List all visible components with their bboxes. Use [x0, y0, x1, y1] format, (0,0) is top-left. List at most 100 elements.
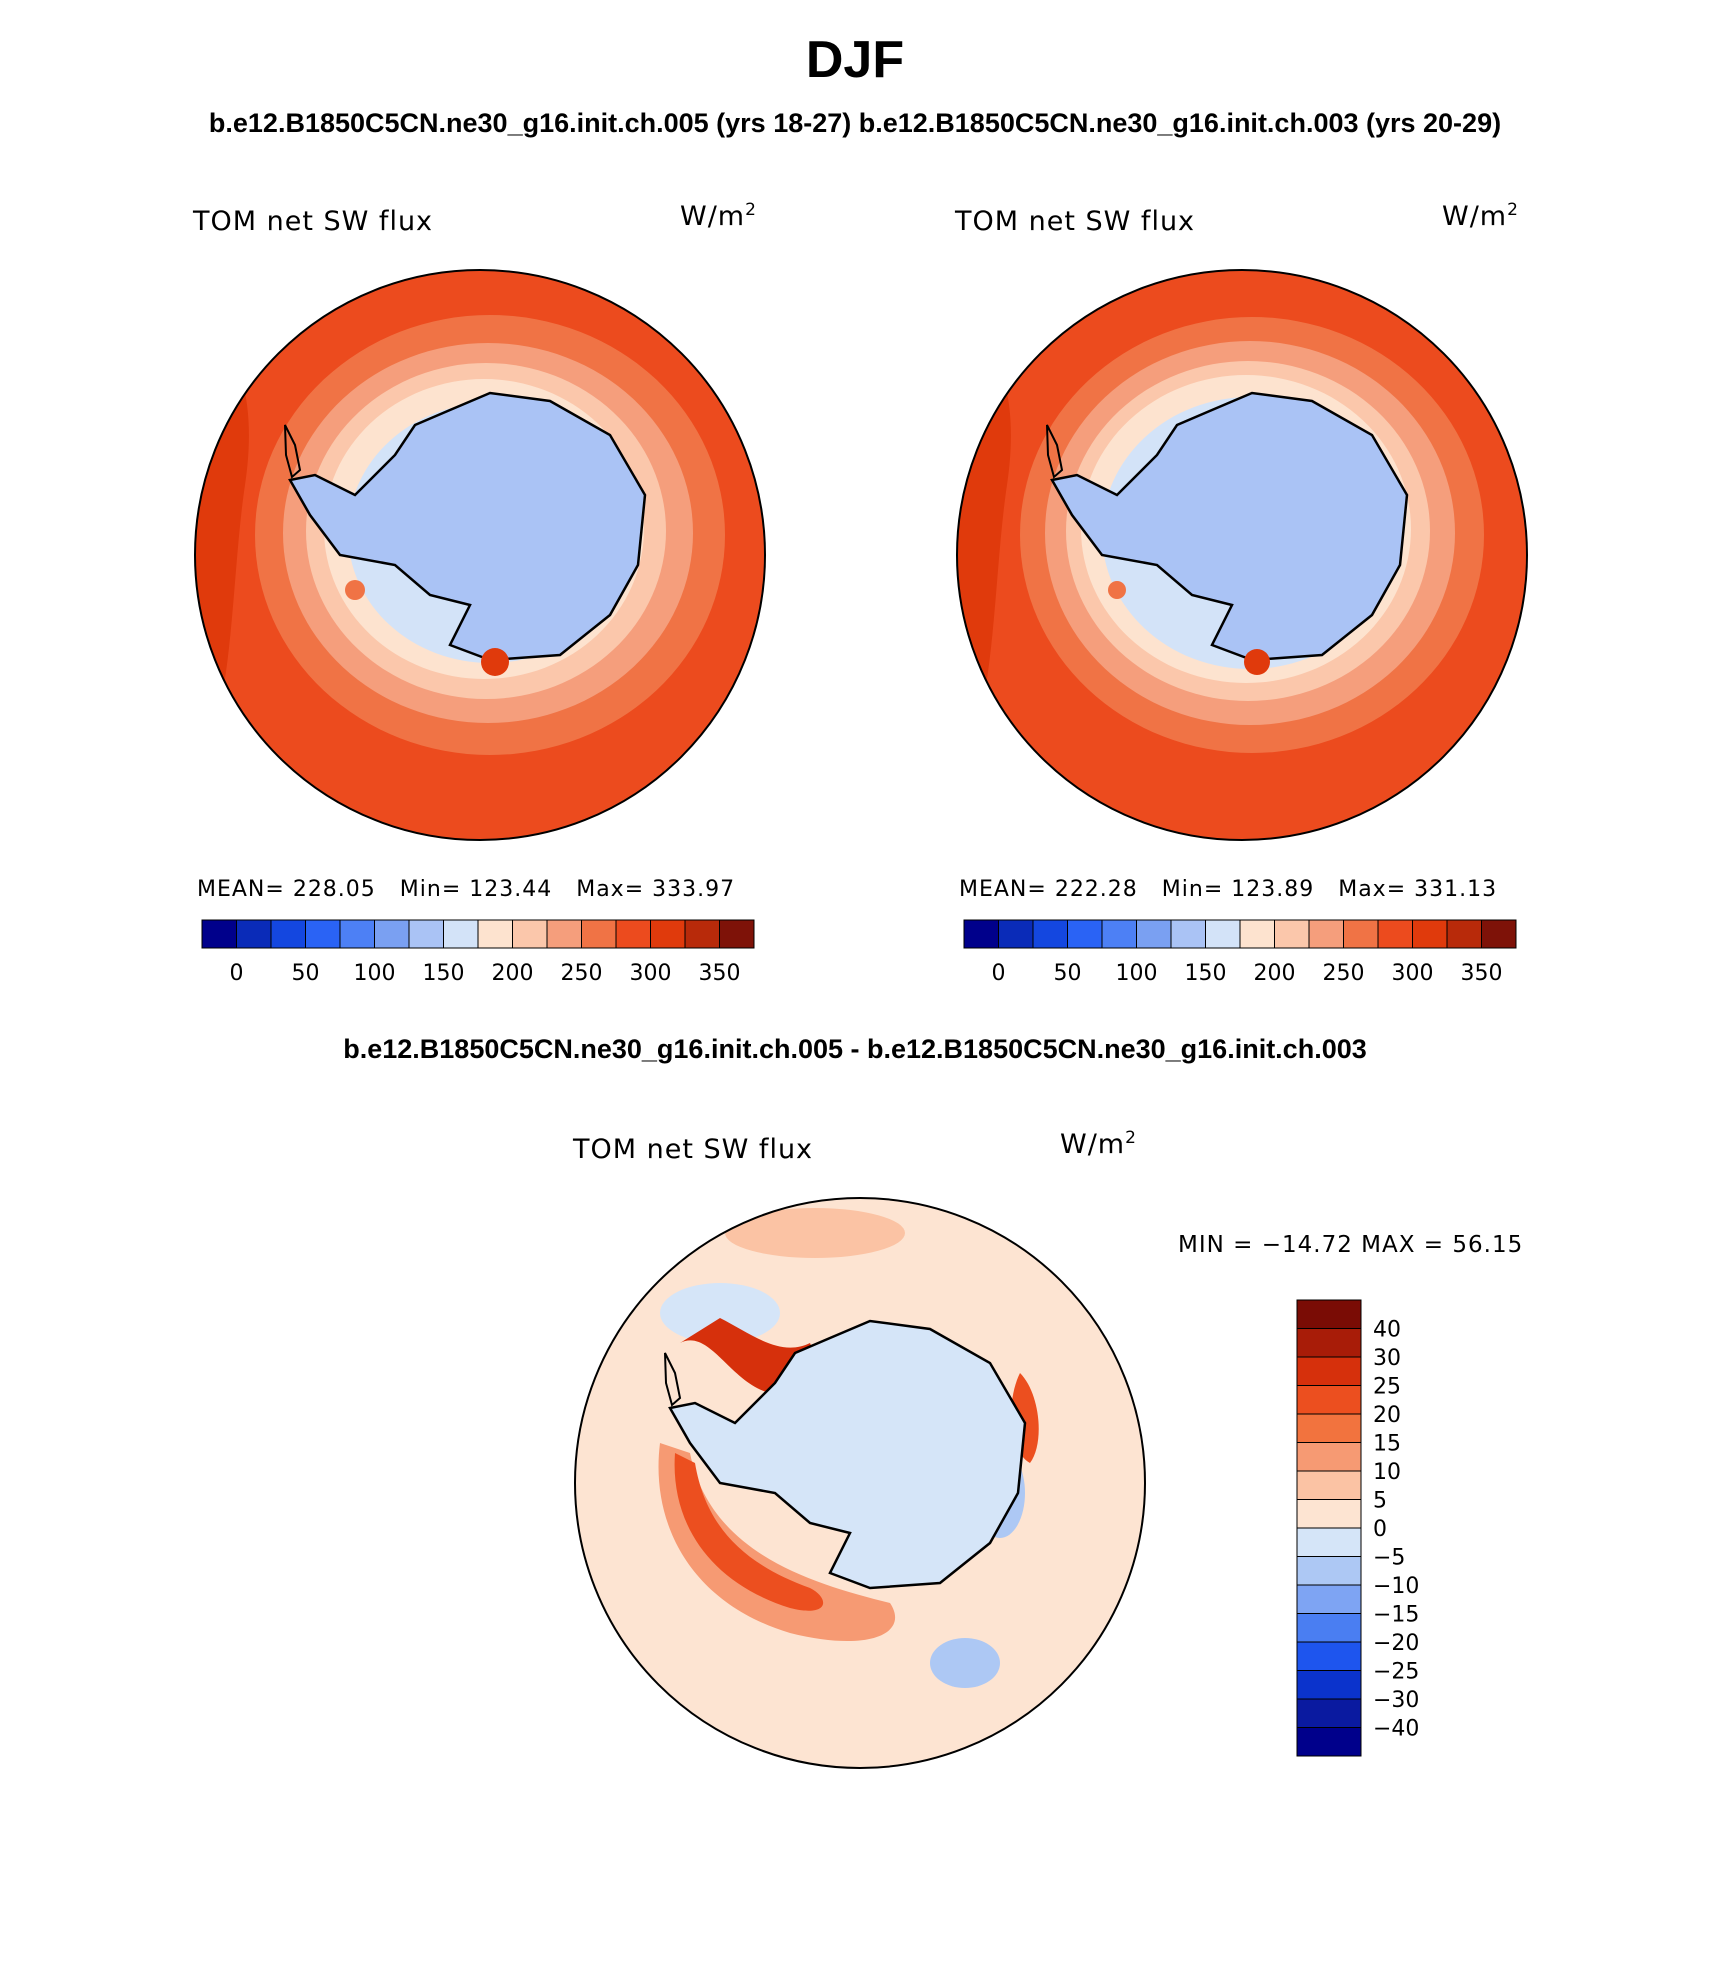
colorbar-swatch [1296, 1413, 1362, 1443]
panel3-colorbar: 40 30 25 20 15 10 5 0 −5 −10 −15 −20 −25 −30 −40 [1296, 1299, 1419, 1757]
colorbar-swatch [1274, 919, 1310, 949]
panel2-antarctica [1050, 391, 1409, 662]
colorbar-swatch [1296, 1470, 1362, 1500]
colorbar-tick-label: 300 [630, 961, 672, 986]
panel3-minmax: MIN = −14.72 MAX = 56.15 [1178, 1232, 1524, 1258]
colorbar-swatch [1170, 919, 1206, 949]
subtitle-difference: b.e12.B1850C5CN.ne30_g16.init.ch.005 - b… [343, 1034, 1367, 1064]
panel2-map [956, 269, 1528, 841]
panel2-hotspot-2 [1108, 581, 1126, 599]
panel3-warm-arc-outer [658, 1443, 896, 1642]
panel3-cool-patch-1 [660, 1283, 780, 1343]
colorbar-swatch [1239, 919, 1275, 949]
colorbar-swatch [1101, 919, 1137, 949]
colorbar-tick-label: 250 [1323, 961, 1365, 986]
colorbar-tick-label: 0 [992, 961, 1006, 986]
colorbar-swatch [1296, 1641, 1362, 1671]
colorbar-swatch [512, 919, 548, 949]
colorbar-swatch [1481, 919, 1517, 949]
panel1-min: Min= 123.44 [399, 877, 553, 902]
colorbar-tick-label: 300 [1392, 961, 1434, 986]
colorbar-tick-label: 100 [354, 961, 396, 986]
colorbar-swatch [339, 919, 375, 949]
colorbar-swatch [719, 919, 755, 949]
colorbar-tick-label: −30 [1373, 1688, 1419, 1713]
panel3-variable-label: TOM net SW flux [573, 1134, 814, 1165]
panel3-units-label: W/m2 [1060, 1128, 1137, 1160]
colorbar-swatch [963, 919, 999, 949]
colorbar-tick-label: −15 [1373, 1603, 1419, 1628]
figure-title: DJF [805, 31, 905, 89]
colorbar-swatch [998, 919, 1034, 949]
panel1-map [194, 269, 766, 841]
colorbar-tick-label: 250 [561, 961, 603, 986]
colorbar-swatch [581, 919, 617, 949]
panel2-min: Min= 123.89 [1161, 877, 1315, 902]
colorbar-tick-label: 150 [1185, 961, 1227, 986]
colorbar-tick-label: 30 [1373, 1346, 1401, 1371]
colorbar-swatch [236, 919, 272, 949]
panel1-colorbar: 0 50 100 150 200 250 300 350 [201, 919, 755, 986]
panel2-max: Max= 331.13 [1338, 877, 1498, 902]
panel2-units-label: W/m2 [1442, 200, 1519, 232]
colorbar-swatch [1205, 919, 1241, 949]
colorbar-tick-label: 200 [1254, 961, 1296, 986]
panel2-colorbar: 0 50 100 150 200 250 300 350 [963, 919, 1517, 986]
colorbar-swatch [684, 919, 720, 949]
colorbar-swatch [1067, 919, 1103, 949]
colorbar-swatch [1296, 1499, 1362, 1529]
colorbar-tick-label: 50 [292, 961, 320, 986]
colorbar-tick-label: 25 [1373, 1375, 1401, 1400]
colorbar-tick-label: 15 [1373, 1432, 1401, 1457]
colorbar-swatch [1296, 1698, 1362, 1728]
panel2-hotspot [1244, 649, 1270, 675]
colorbar-tick-label: −40 [1373, 1717, 1419, 1742]
colorbar-swatch [1343, 919, 1379, 949]
panel1-mean: MEAN= 228.05 [197, 877, 376, 902]
panel1-antarctica [288, 391, 647, 662]
panel2-peninsula [1046, 424, 1064, 479]
colorbar-swatch [1446, 919, 1482, 949]
colorbar-tick-label: 350 [699, 961, 741, 986]
colorbar-swatch [615, 919, 651, 949]
colorbar-swatch [1296, 1556, 1362, 1586]
colorbar-swatch [546, 919, 582, 949]
colorbar-swatch [1296, 1442, 1362, 1472]
panel1-max: Max= 333.97 [576, 877, 736, 902]
panel3-peninsula [664, 1352, 682, 1407]
colorbar-swatch [477, 919, 513, 949]
panel3-cool-patch-3 [930, 1638, 1000, 1688]
colorbar-swatch [1296, 1299, 1362, 1329]
colorbar-tick-label: −5 [1373, 1546, 1405, 1571]
panel3-antarctica [668, 1319, 1027, 1590]
colorbar-swatch [305, 919, 341, 949]
colorbar-swatch [1296, 1584, 1362, 1614]
colorbar-tick-label: 0 [230, 961, 244, 986]
colorbar-swatch [1296, 1613, 1362, 1643]
colorbar-tick-label: 200 [492, 961, 534, 986]
colorbar-swatch [408, 919, 444, 949]
colorbar-swatch [1032, 919, 1068, 949]
panel1-units-label: W/m2 [680, 200, 757, 232]
colorbar-tick-label: 0 [1373, 1517, 1387, 1542]
colorbar-swatch [443, 919, 479, 949]
colorbar-tick-label: 40 [1373, 1318, 1401, 1343]
panel2-mean: MEAN= 222.28 [959, 877, 1138, 902]
colorbar-swatch [1296, 1328, 1362, 1358]
colorbar-swatch [1412, 919, 1448, 949]
colorbar-swatch [1296, 1356, 1362, 1386]
colorbar-tick-label: 350 [1461, 961, 1503, 986]
subtitle-cases: b.e12.B1850C5CN.ne30_g16.init.ch.005 (yr… [208, 108, 1502, 138]
panel3-warm-arc-inner [674, 1453, 824, 1611]
colorbar-tick-label: 150 [423, 961, 465, 986]
colorbar-swatch [1296, 1385, 1362, 1415]
colorbar-tick-label: 10 [1373, 1460, 1401, 1485]
colorbar-swatch [1377, 919, 1413, 949]
colorbar-tick-label: −20 [1373, 1631, 1419, 1656]
colorbar-swatch [374, 919, 410, 949]
panel1-hotspot-2 [345, 580, 365, 600]
colorbar-tick-label: 50 [1054, 961, 1082, 986]
panel1-hotspot [481, 648, 509, 676]
colorbar-swatch [1296, 1527, 1362, 1557]
colorbar-tick-label: 5 [1373, 1489, 1387, 1514]
